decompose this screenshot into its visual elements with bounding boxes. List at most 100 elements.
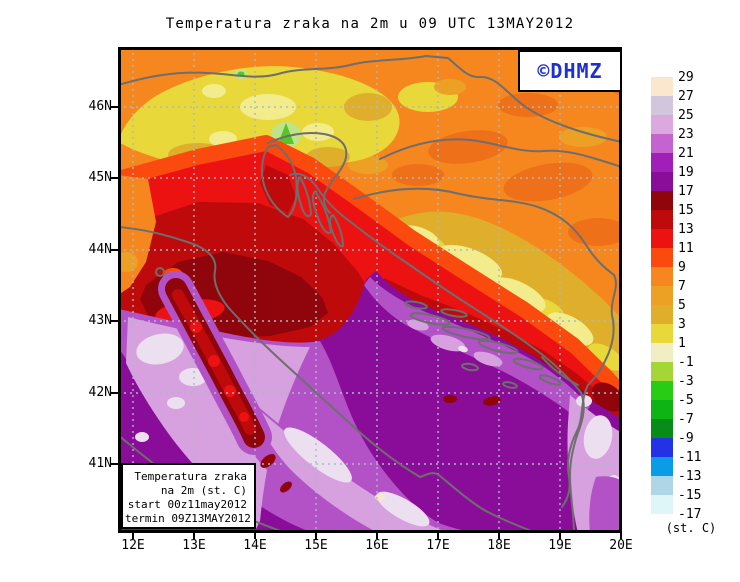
lon-axis-label: 14E xyxy=(243,538,267,553)
temperature-map xyxy=(118,47,622,533)
lon-axis-label: 17E xyxy=(426,538,450,553)
lat-axis-label: 43N xyxy=(88,313,112,328)
colorbar-swatch xyxy=(651,324,673,343)
dhmz-watermark-badge: ©DHMZ xyxy=(518,50,622,92)
colorbar-swatch xyxy=(651,514,673,533)
colorbar-level-label: 11 xyxy=(678,240,694,256)
temperature-colorbar: 29 27 25 23 21 19 17 15 13 11 9 7 5 3 1 -1 -3 -5 -7 -9 -11 -1… xyxy=(651,70,740,533)
colorbar-swatch xyxy=(651,438,673,457)
colorbar-level-label: 13 xyxy=(678,221,694,237)
colorbar-swatch xyxy=(651,305,673,324)
kvarner-island xyxy=(311,190,332,234)
colorbar-level-label: 5 xyxy=(678,297,686,313)
colorbar-level-label: 23 xyxy=(678,126,694,142)
colorbar-swatch xyxy=(651,343,673,362)
colorbar-swatch xyxy=(651,267,673,286)
info-line-termin: termin 09Z13MAY2012 xyxy=(125,512,251,525)
border-montenegro-albania xyxy=(561,384,589,508)
colorbar-level-label: 17 xyxy=(678,183,694,199)
colorbar-level-label: -9 xyxy=(678,430,694,446)
small-lake-outline xyxy=(155,267,165,277)
colorbar-swatch xyxy=(651,286,673,305)
lon-axis-tick xyxy=(376,533,378,539)
border-hungary-croatia xyxy=(379,138,622,168)
colorbar-swatch xyxy=(651,476,673,495)
colorbar-swatch xyxy=(651,400,673,419)
colorbar-swatch xyxy=(651,191,673,210)
lon-axis-tick xyxy=(315,533,317,539)
lon-axis-tick xyxy=(559,533,561,539)
colorbar-swatch xyxy=(651,115,673,134)
lon-axis-tick xyxy=(498,533,500,539)
colorbar-swatch xyxy=(651,77,673,96)
colorbar-swatch xyxy=(651,457,673,476)
colorbar-swatch xyxy=(651,153,673,172)
border-austria-hungary xyxy=(118,55,622,143)
lon-axis-tick xyxy=(193,533,195,539)
map-frame xyxy=(118,47,622,533)
croatian-coastline xyxy=(289,172,585,533)
lat-axis-tick xyxy=(110,392,118,394)
colorbar-swatch xyxy=(651,134,673,153)
coastlines-and-borders xyxy=(118,55,622,533)
colorbar-level-label: 27 xyxy=(678,88,694,104)
colorbar-swatch xyxy=(651,381,673,400)
colorbar-level-label: 19 xyxy=(678,164,694,180)
colorbar-level-label: -13 xyxy=(678,468,702,484)
kvarner-island xyxy=(328,214,344,248)
lon-axis-tick xyxy=(437,533,439,539)
info-line-level: na 2m (st. C) xyxy=(160,484,247,497)
page-title: Temperatura zraka na 2m u 09 UTC 13MAY20… xyxy=(165,16,575,32)
colorbar-level-label: -3 xyxy=(678,373,694,389)
info-line-variable: Temperatura zraka xyxy=(134,470,247,483)
lat-axis-tick xyxy=(110,177,118,179)
lon-axis-label: 19E xyxy=(548,538,572,553)
lon-axis-label: 16E xyxy=(365,538,389,553)
colorbar-level-label: 21 xyxy=(678,145,694,161)
lon-axis-label: 20E xyxy=(609,538,633,553)
map-canvas xyxy=(118,47,622,533)
colorbar-swatch xyxy=(651,229,673,248)
dhmz-watermark-text: ©DHMZ xyxy=(537,59,603,83)
dalmatian-islands xyxy=(404,300,562,389)
border-croatia-bosnia xyxy=(353,187,617,386)
border-bosnia-montenegro xyxy=(541,356,579,386)
colorbar-level-label: 1 xyxy=(678,335,686,351)
colorbar-level-label: -15 xyxy=(678,487,702,503)
lon-axis-label: 13E xyxy=(182,538,206,553)
italy-adriatic-coastline xyxy=(118,226,537,533)
lat-axis-label: 44N xyxy=(88,242,112,257)
colorbar-level-label: -1 xyxy=(678,354,694,370)
lat-axis-tick xyxy=(110,320,118,322)
colorbar-level-label: 25 xyxy=(678,107,694,123)
istria-coastline xyxy=(260,144,298,218)
colorbar-level-label: 7 xyxy=(678,278,686,294)
colorbar-swatch xyxy=(651,362,673,381)
lat-axis-label: 41N xyxy=(88,456,112,471)
temperature-fill-regions xyxy=(118,47,622,533)
kvarner-island xyxy=(296,176,312,218)
lon-axis-label: 18E xyxy=(487,538,511,553)
colorbar-level-label: 29 xyxy=(678,69,694,85)
lon-axis-tick xyxy=(254,533,256,539)
lon-axis-tick xyxy=(132,533,134,539)
colorbar-swatch xyxy=(651,495,673,514)
lon-axis-label: 12E xyxy=(121,538,145,553)
colorbar-swatch xyxy=(651,172,673,191)
colorbar-level-label: 3 xyxy=(678,316,686,332)
lat-axis-tick xyxy=(110,249,118,251)
info-line-start: start 00z11may2012 xyxy=(127,498,247,511)
lat-axis-tick xyxy=(110,106,118,108)
colorbar-level-label: -11 xyxy=(678,449,702,465)
colorbar-swatch xyxy=(651,210,673,229)
lon-axis-tick xyxy=(620,533,622,539)
colorbar-level-label: 15 xyxy=(678,202,694,218)
colorbar-swatch xyxy=(651,96,673,115)
colorbar-level-label: -7 xyxy=(678,411,694,427)
colorbar-swatch xyxy=(651,419,673,438)
forecast-info-box: Temperatura zraka na 2m (st. C) start 00… xyxy=(121,463,256,529)
scale-unit-label: (st. C) xyxy=(665,521,717,535)
lon-axis-label: 15E xyxy=(304,538,328,553)
lat-axis-label: 46N xyxy=(88,99,112,114)
